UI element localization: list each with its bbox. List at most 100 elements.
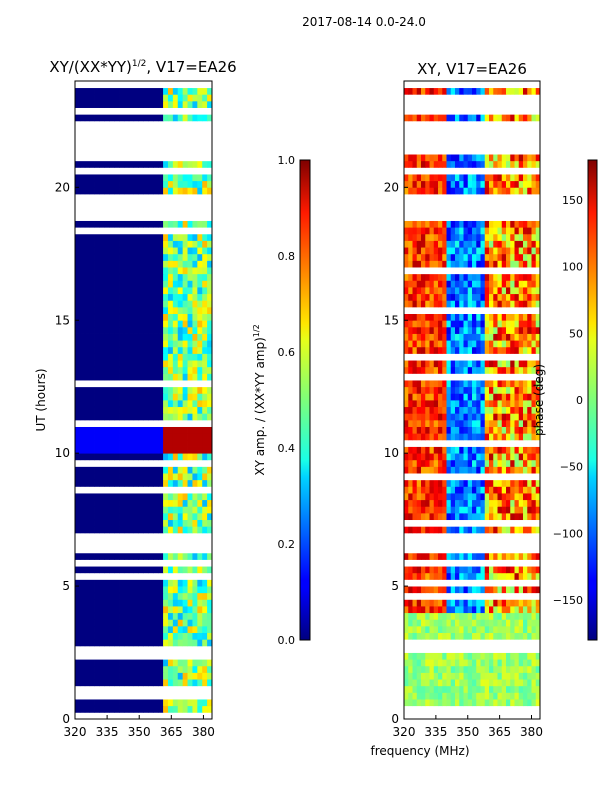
heatmap-cell: [187, 187, 193, 195]
heatmap-cell: [523, 659, 528, 667]
heatmap-cell: [192, 619, 198, 627]
heatmap-cell: [177, 439, 184, 447]
heatmap-cell: [531, 619, 537, 627]
heatmap-cell: [446, 240, 452, 248]
heatmap-cell: [148, 586, 154, 594]
heatmap-cell: [510, 380, 515, 388]
heatmap-cell: [489, 380, 494, 388]
heatmap-cell: [153, 233, 159, 241]
heatmap-cell: [433, 253, 439, 261]
heatmap-cell: [197, 386, 203, 394]
heatmap-cell: [123, 313, 130, 321]
heatmap-cell: [412, 227, 418, 235]
heatmap-cell: [463, 479, 469, 487]
heatmap-cell: [89, 240, 95, 248]
heatmap-cell: [404, 506, 409, 514]
heatmap-cell: [75, 233, 81, 241]
heatmap-cell: [404, 552, 409, 560]
heatmap-cell: [197, 333, 203, 341]
heatmap-cell: [75, 313, 81, 321]
heatmap-cell: [429, 426, 435, 434]
heatmap-cell: [114, 360, 120, 368]
heatmap-cell: [433, 526, 439, 534]
heatmap-cell: [510, 466, 515, 474]
heatmap-cell: [442, 227, 447, 235]
heatmap-cell: [114, 100, 120, 108]
heatmap-cell: [114, 586, 120, 594]
heatmap-cell: [463, 572, 469, 580]
heatmap-cell: [177, 340, 184, 348]
heatmap-cell: [119, 373, 125, 381]
heatmap-cell: [177, 400, 184, 408]
heatmap-cell: [523, 253, 528, 261]
heatmap-cell: [207, 493, 213, 501]
heatmap-cell: [527, 512, 532, 521]
heatmap-cell: [497, 174, 503, 182]
heatmap-cell: [187, 353, 193, 361]
heatmap-cell: [531, 659, 537, 667]
heatmap-cell: [446, 699, 452, 707]
heatmap-cell: [480, 386, 486, 394]
heatmap-cell: [527, 220, 532, 228]
heatmap-cell: [133, 386, 140, 394]
heatmap-cell: [123, 526, 130, 534]
heatmap-cell: [187, 320, 193, 328]
heatmap-cell: [207, 333, 213, 341]
heatmap-cell: [167, 619, 174, 627]
heatmap-cell: [523, 260, 528, 268]
heatmap-cell: [450, 360, 456, 368]
heatmap-cell: [421, 433, 426, 441]
heatmap-cell: [421, 606, 426, 614]
heatmap-cell: [79, 240, 86, 248]
heatmap-cell: [94, 100, 100, 108]
heatmap-cell: [202, 566, 208, 574]
heatmap-cell: [493, 114, 498, 122]
heatmap-cell: [433, 499, 439, 507]
heatmap-cell: [187, 326, 193, 334]
heatmap-cell: [148, 233, 154, 241]
heatmap-cell: [416, 659, 422, 667]
heatmap-cell: [109, 446, 115, 454]
y-tick-label: 10: [384, 446, 399, 460]
heatmap-cell: [523, 174, 528, 182]
heatmap-cell: [450, 566, 456, 574]
heatmap-cell: [510, 366, 515, 374]
heatmap-cell: [182, 566, 188, 574]
heatmap-cell: [450, 187, 456, 195]
heatmap-cell: [518, 659, 524, 667]
heatmap-cell: [489, 400, 494, 408]
heatmap-cell: [506, 599, 511, 607]
heatmap-cell: [446, 612, 452, 620]
heatmap-cell: [167, 340, 174, 348]
heatmap-cell: [489, 346, 494, 354]
heatmap-cell: [123, 592, 130, 600]
heatmap-cell: [412, 526, 418, 534]
heatmap-cell: [207, 240, 213, 248]
heatmap-cell: [523, 280, 528, 288]
heatmap-cell: [148, 386, 154, 394]
heatmap-cell: [404, 499, 409, 507]
heatmap-cell: [467, 665, 473, 673]
heatmap-cell: [99, 247, 105, 255]
heatmap-cell: [442, 400, 447, 408]
heatmap-cell: [75, 586, 81, 594]
heatmap-cell: [497, 180, 503, 188]
heatmap-cell: [480, 114, 486, 122]
y-tick-label: 15: [384, 313, 399, 327]
heatmap-cell: [94, 393, 100, 401]
heatmap-cell: [510, 493, 515, 501]
heatmap-cell: [109, 566, 115, 574]
heatmap-cell: [450, 406, 456, 414]
heatmap-cell: [148, 446, 154, 454]
heatmap-cell: [79, 512, 86, 521]
heatmap-cell: [138, 619, 144, 627]
heatmap-cell: [476, 253, 481, 261]
heatmap-cell: [177, 466, 184, 474]
heatmap-cell: [148, 606, 154, 614]
heatmap-cell: [459, 446, 464, 454]
heatmap-cell: [94, 386, 100, 394]
heatmap-cell: [476, 406, 481, 414]
heatmap-cell: [446, 526, 452, 534]
heatmap-cell: [450, 227, 456, 235]
flagged-row: [404, 532, 540, 540]
